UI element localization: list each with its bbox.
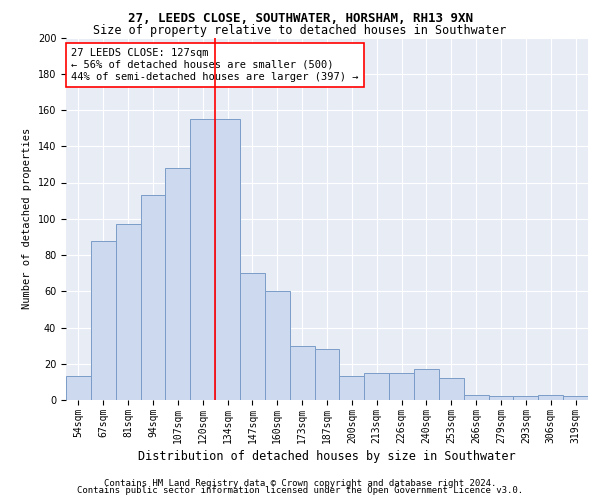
- Bar: [140, 195, 166, 400]
- Bar: [91, 240, 116, 400]
- Bar: [340, 376, 364, 400]
- Bar: [439, 378, 464, 400]
- Bar: [488, 396, 514, 400]
- X-axis label: Distribution of detached houses by size in Southwater: Distribution of detached houses by size …: [138, 450, 516, 463]
- Bar: [389, 373, 414, 400]
- Bar: [215, 119, 240, 400]
- Text: Contains HM Land Registry data © Crown copyright and database right 2024.: Contains HM Land Registry data © Crown c…: [104, 478, 496, 488]
- Bar: [563, 396, 588, 400]
- Bar: [265, 291, 290, 400]
- Bar: [314, 350, 340, 400]
- Bar: [414, 369, 439, 400]
- Bar: [240, 273, 265, 400]
- Bar: [66, 376, 91, 400]
- Bar: [514, 396, 538, 400]
- Text: Contains public sector information licensed under the Open Government Licence v3: Contains public sector information licen…: [77, 486, 523, 495]
- Bar: [364, 373, 389, 400]
- Bar: [166, 168, 190, 400]
- Y-axis label: Number of detached properties: Number of detached properties: [22, 128, 32, 310]
- Bar: [538, 394, 563, 400]
- Text: 27, LEEDS CLOSE, SOUTHWATER, HORSHAM, RH13 9XN: 27, LEEDS CLOSE, SOUTHWATER, HORSHAM, RH…: [128, 12, 473, 26]
- Bar: [290, 346, 314, 400]
- Bar: [190, 119, 215, 400]
- Text: 27 LEEDS CLOSE: 127sqm
← 56% of detached houses are smaller (500)
44% of semi-de: 27 LEEDS CLOSE: 127sqm ← 56% of detached…: [71, 48, 359, 82]
- Bar: [464, 394, 488, 400]
- Bar: [116, 224, 140, 400]
- Text: Size of property relative to detached houses in Southwater: Size of property relative to detached ho…: [94, 24, 506, 37]
